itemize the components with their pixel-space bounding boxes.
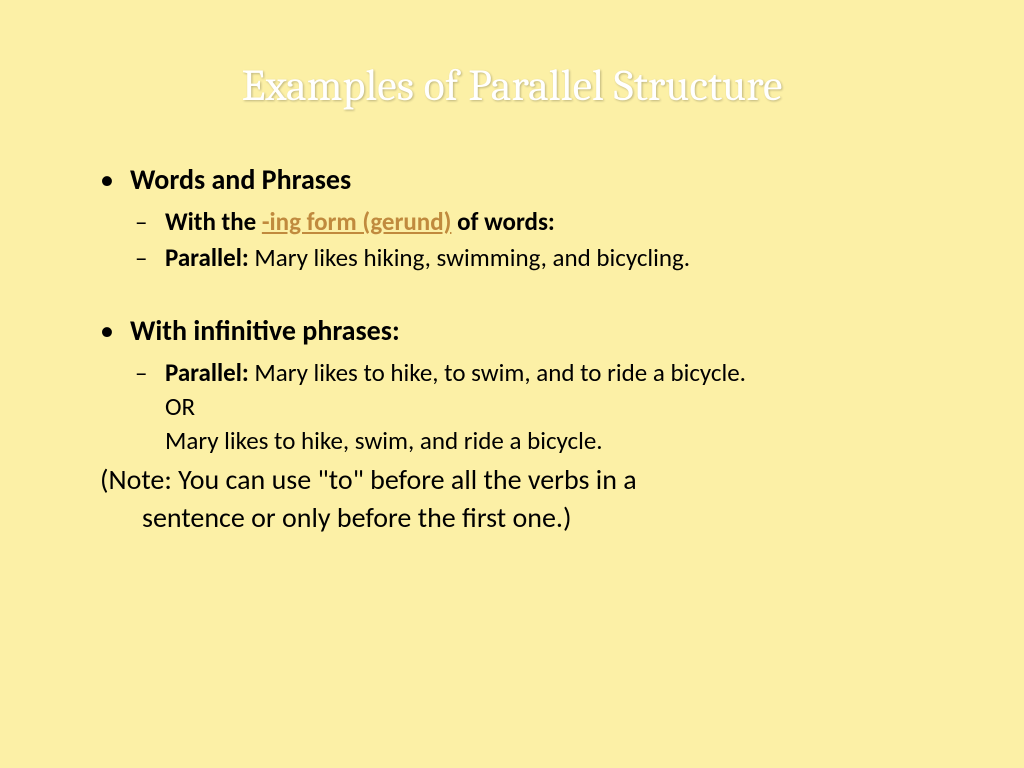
text-prefix: With the: [165, 206, 262, 237]
bullet-words-and-phrases: Words and Phrases: [100, 161, 954, 199]
parallel-text: Mary likes to hike, to swim, and to ride…: [249, 357, 746, 388]
sub-bullet-gerund: With the -ing form (gerund) of words:: [100, 205, 954, 239]
bullet-heading: Words and Phrases: [130, 162, 351, 197]
slide-title: Examples of Parallel Structure: [70, 60, 954, 111]
parallel-label: Parallel:: [165, 357, 249, 388]
sub-bullet-parallel-gerund: Parallel: Mary likes hiking, swimming, a…: [100, 241, 954, 275]
slide: Examples of Parallel Structure Words and…: [0, 0, 1024, 768]
note-line2: sentence or only before the first one.): [100, 499, 954, 537]
or-line: OR: [165, 390, 954, 424]
note-text: (Note: You can use "to" before all the v…: [100, 461, 954, 537]
spacer: [100, 276, 954, 312]
alt-line: Mary likes to hike, swim, and ride a bic…: [165, 424, 954, 458]
bullet-heading: With infinitive phrases:: [130, 313, 400, 348]
bullet-infinitive: With infinitive phrases:: [100, 312, 954, 350]
parallel-text: Mary likes hiking, swimming, and bicycli…: [249, 242, 690, 273]
slide-content: Words and Phrases With the -ing form (ge…: [70, 161, 954, 537]
note-line1: (Note: You can use "to" before all the v…: [100, 462, 637, 497]
sub-bullet-parallel-infinitive: Parallel: Mary likes to hike, to swim, a…: [100, 356, 954, 457]
parallel-label: Parallel:: [165, 242, 249, 273]
gerund-link[interactable]: -ing form (gerund): [262, 206, 452, 237]
text-suffix: of words:: [451, 206, 554, 237]
